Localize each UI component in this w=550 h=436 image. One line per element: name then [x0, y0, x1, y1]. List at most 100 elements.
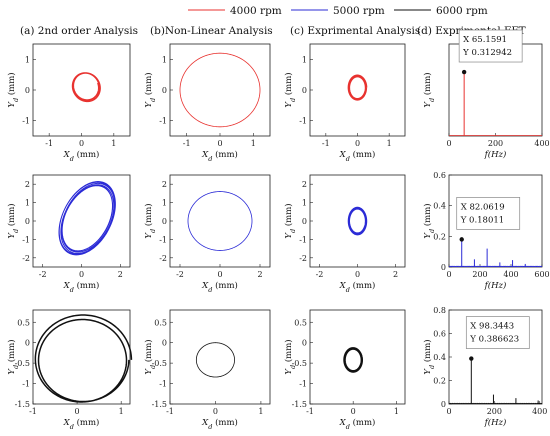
- y-tick-label: -2: [22, 254, 30, 263]
- y-tick-label: -1: [22, 380, 30, 389]
- panel-2-1: -1 0 1-1.5-1-0.500.5Xd (mm)Yd (mm): [143, 309, 271, 431]
- y-tick-label: 1: [302, 55, 307, 64]
- x-axis-label: Xd (mm): [201, 417, 238, 431]
- panel-1-3: 0 200 400 600 0 0.2 0.4 0.6 f(Hz) Yd (mm) X 82.061…: [422, 171, 550, 291]
- panel-1-2: -2 0 2 -2 -1 0 1 2 Xd (mm) Yd (mm): [283, 174, 406, 294]
- y-tick-label: -1: [159, 235, 167, 244]
- x-tick-label: -1: [166, 407, 174, 416]
- x-tick-label: 0: [355, 139, 360, 148]
- y-tick-label: 1: [25, 199, 30, 208]
- panel-0-3: 0 200 400 f(Hz) Yd (mm) X 65.1591 Y 0.312942: [422, 29, 550, 160]
- y-tick-label: 2: [25, 180, 30, 189]
- x-tick-label: 0: [213, 407, 218, 416]
- legend-label-5000: 5000 rpm: [333, 5, 385, 17]
- y-tick-label: 0: [441, 400, 446, 409]
- x-axis-label: Xd (mm): [339, 417, 376, 431]
- y-tick-label: -0.5: [292, 359, 307, 368]
- y-axis-label: Yd (mm): [283, 72, 297, 107]
- x-tick-label: 0: [79, 270, 84, 279]
- y-tick-label: 0: [162, 339, 167, 348]
- x-tick-label: 0: [217, 270, 222, 279]
- y-tick-label: 0.6: [433, 330, 446, 339]
- orbit-trace: [347, 206, 368, 236]
- column-titles: (a) 2nd order Analysis (b)Non-Linear Ana…: [20, 25, 526, 37]
- x-tick-label: 400: [503, 270, 518, 279]
- x-axis-label: Xd (mm): [63, 149, 100, 163]
- y-tick-label: -1: [22, 235, 30, 244]
- x-axis-label: Xd (mm): [63, 417, 100, 431]
- column-title-a: (a) 2nd order Analysis: [20, 25, 138, 37]
- spectrum-noise: [449, 265, 543, 267]
- datatip-marker: [461, 69, 467, 75]
- panel-1-1: -2 0 2 -2 -1 0 1 2 Xd (mm) Yd (mm): [143, 174, 271, 294]
- x-tick-label: 1: [111, 139, 116, 148]
- y-tick-label: -1.5: [292, 400, 307, 409]
- y-tick-label: -1.5: [15, 400, 30, 409]
- y-axis-label: Yd (mm): [422, 72, 436, 107]
- x-tick-label: 1: [387, 139, 392, 148]
- y-tick-label: 0: [25, 217, 30, 226]
- x-tick-label: 2: [257, 270, 262, 279]
- y-tick-label: -0.5: [15, 359, 30, 368]
- panel-1-0: -2 0 2 -2 -1 0 1 2 Xd (mm) Yd (mm): [6, 174, 131, 294]
- y-tick-label: 2: [162, 180, 167, 189]
- datatip-marker: [459, 237, 464, 242]
- orbit-trace: [58, 181, 116, 256]
- y-axis-label: Yd (mm): [143, 339, 157, 374]
- x-tick-label: 0: [446, 270, 451, 279]
- y-tick-label: -1: [299, 117, 307, 126]
- orbit-trace: [347, 74, 368, 101]
- y-tick-label: 0: [162, 217, 167, 226]
- y-tick-label: -2: [299, 254, 307, 263]
- y-axis-label: Yd (mm): [6, 339, 20, 374]
- y-axis-label: Yd (mm): [143, 203, 157, 238]
- x-axis-label: Xd (mm): [339, 280, 376, 294]
- datatip-marker: [469, 356, 474, 361]
- y-tick-label: 1: [25, 55, 30, 64]
- x-tick-label: 1: [119, 407, 124, 416]
- spectrum-noise: [449, 402, 542, 404]
- y-tick-label: 0: [441, 263, 446, 272]
- y-tick-label: 0: [25, 86, 30, 95]
- x-axis-label: f(Hz): [484, 417, 507, 428]
- datatip-box: [458, 29, 523, 63]
- x-axis-label: f(Hz): [484, 149, 507, 160]
- x-tick-label: 0: [446, 139, 451, 148]
- legend: 4000 rpm 5000 rpm 6000 rpm: [188, 5, 488, 17]
- axes-frame: [169, 174, 271, 268]
- x-axis-label: Xd (mm): [63, 280, 100, 294]
- y-tick-label: -0.5: [152, 359, 167, 368]
- x-tick-label: 1: [251, 139, 256, 148]
- y-tick-label: -1: [22, 117, 30, 126]
- x-tick-label: -1: [183, 139, 191, 148]
- datatip-y: Y 0.18011: [460, 215, 504, 225]
- panel-0-2: -1 0 1 -1 0 1 Xd (mm) Yd (mm): [283, 43, 406, 163]
- y-tick-label: 0.6: [433, 171, 446, 180]
- y-tick-label: 2: [302, 180, 307, 189]
- y-tick-label: 0.5: [17, 318, 30, 327]
- x-tick-label: 200: [487, 407, 502, 416]
- y-tick-label: 1: [302, 199, 307, 208]
- orbit-trace: [195, 342, 235, 378]
- y-tick-label: 0: [302, 339, 307, 348]
- y-axis-label: Yd (mm): [283, 203, 297, 238]
- y-tick-label: -1: [159, 380, 167, 389]
- datatip-x: X 98.3443: [470, 322, 514, 332]
- y-axis-label: Yd (mm): [422, 339, 436, 374]
- y-tick-label: -2: [159, 254, 167, 263]
- y-tick-label: 1: [162, 199, 167, 208]
- panel-0-0: -1 0 1 -1 0 1 Xd (mm) Yd (mm): [6, 43, 131, 163]
- orbit-trace: [34, 314, 133, 403]
- y-tick-label: 1: [162, 55, 167, 64]
- orbit-trace: [71, 72, 101, 103]
- datatip-box: [456, 197, 521, 230]
- axes-frame: [169, 309, 271, 405]
- orbit-trace: [179, 52, 261, 128]
- x-tick-label: 400: [532, 407, 547, 416]
- y-tick-label: 0: [162, 86, 167, 95]
- x-tick-label: 2: [393, 270, 398, 279]
- x-axis-label: Xd (mm): [201, 149, 238, 163]
- legend-label-4000: 4000 rpm: [230, 5, 282, 17]
- axes-frame: [309, 174, 406, 268]
